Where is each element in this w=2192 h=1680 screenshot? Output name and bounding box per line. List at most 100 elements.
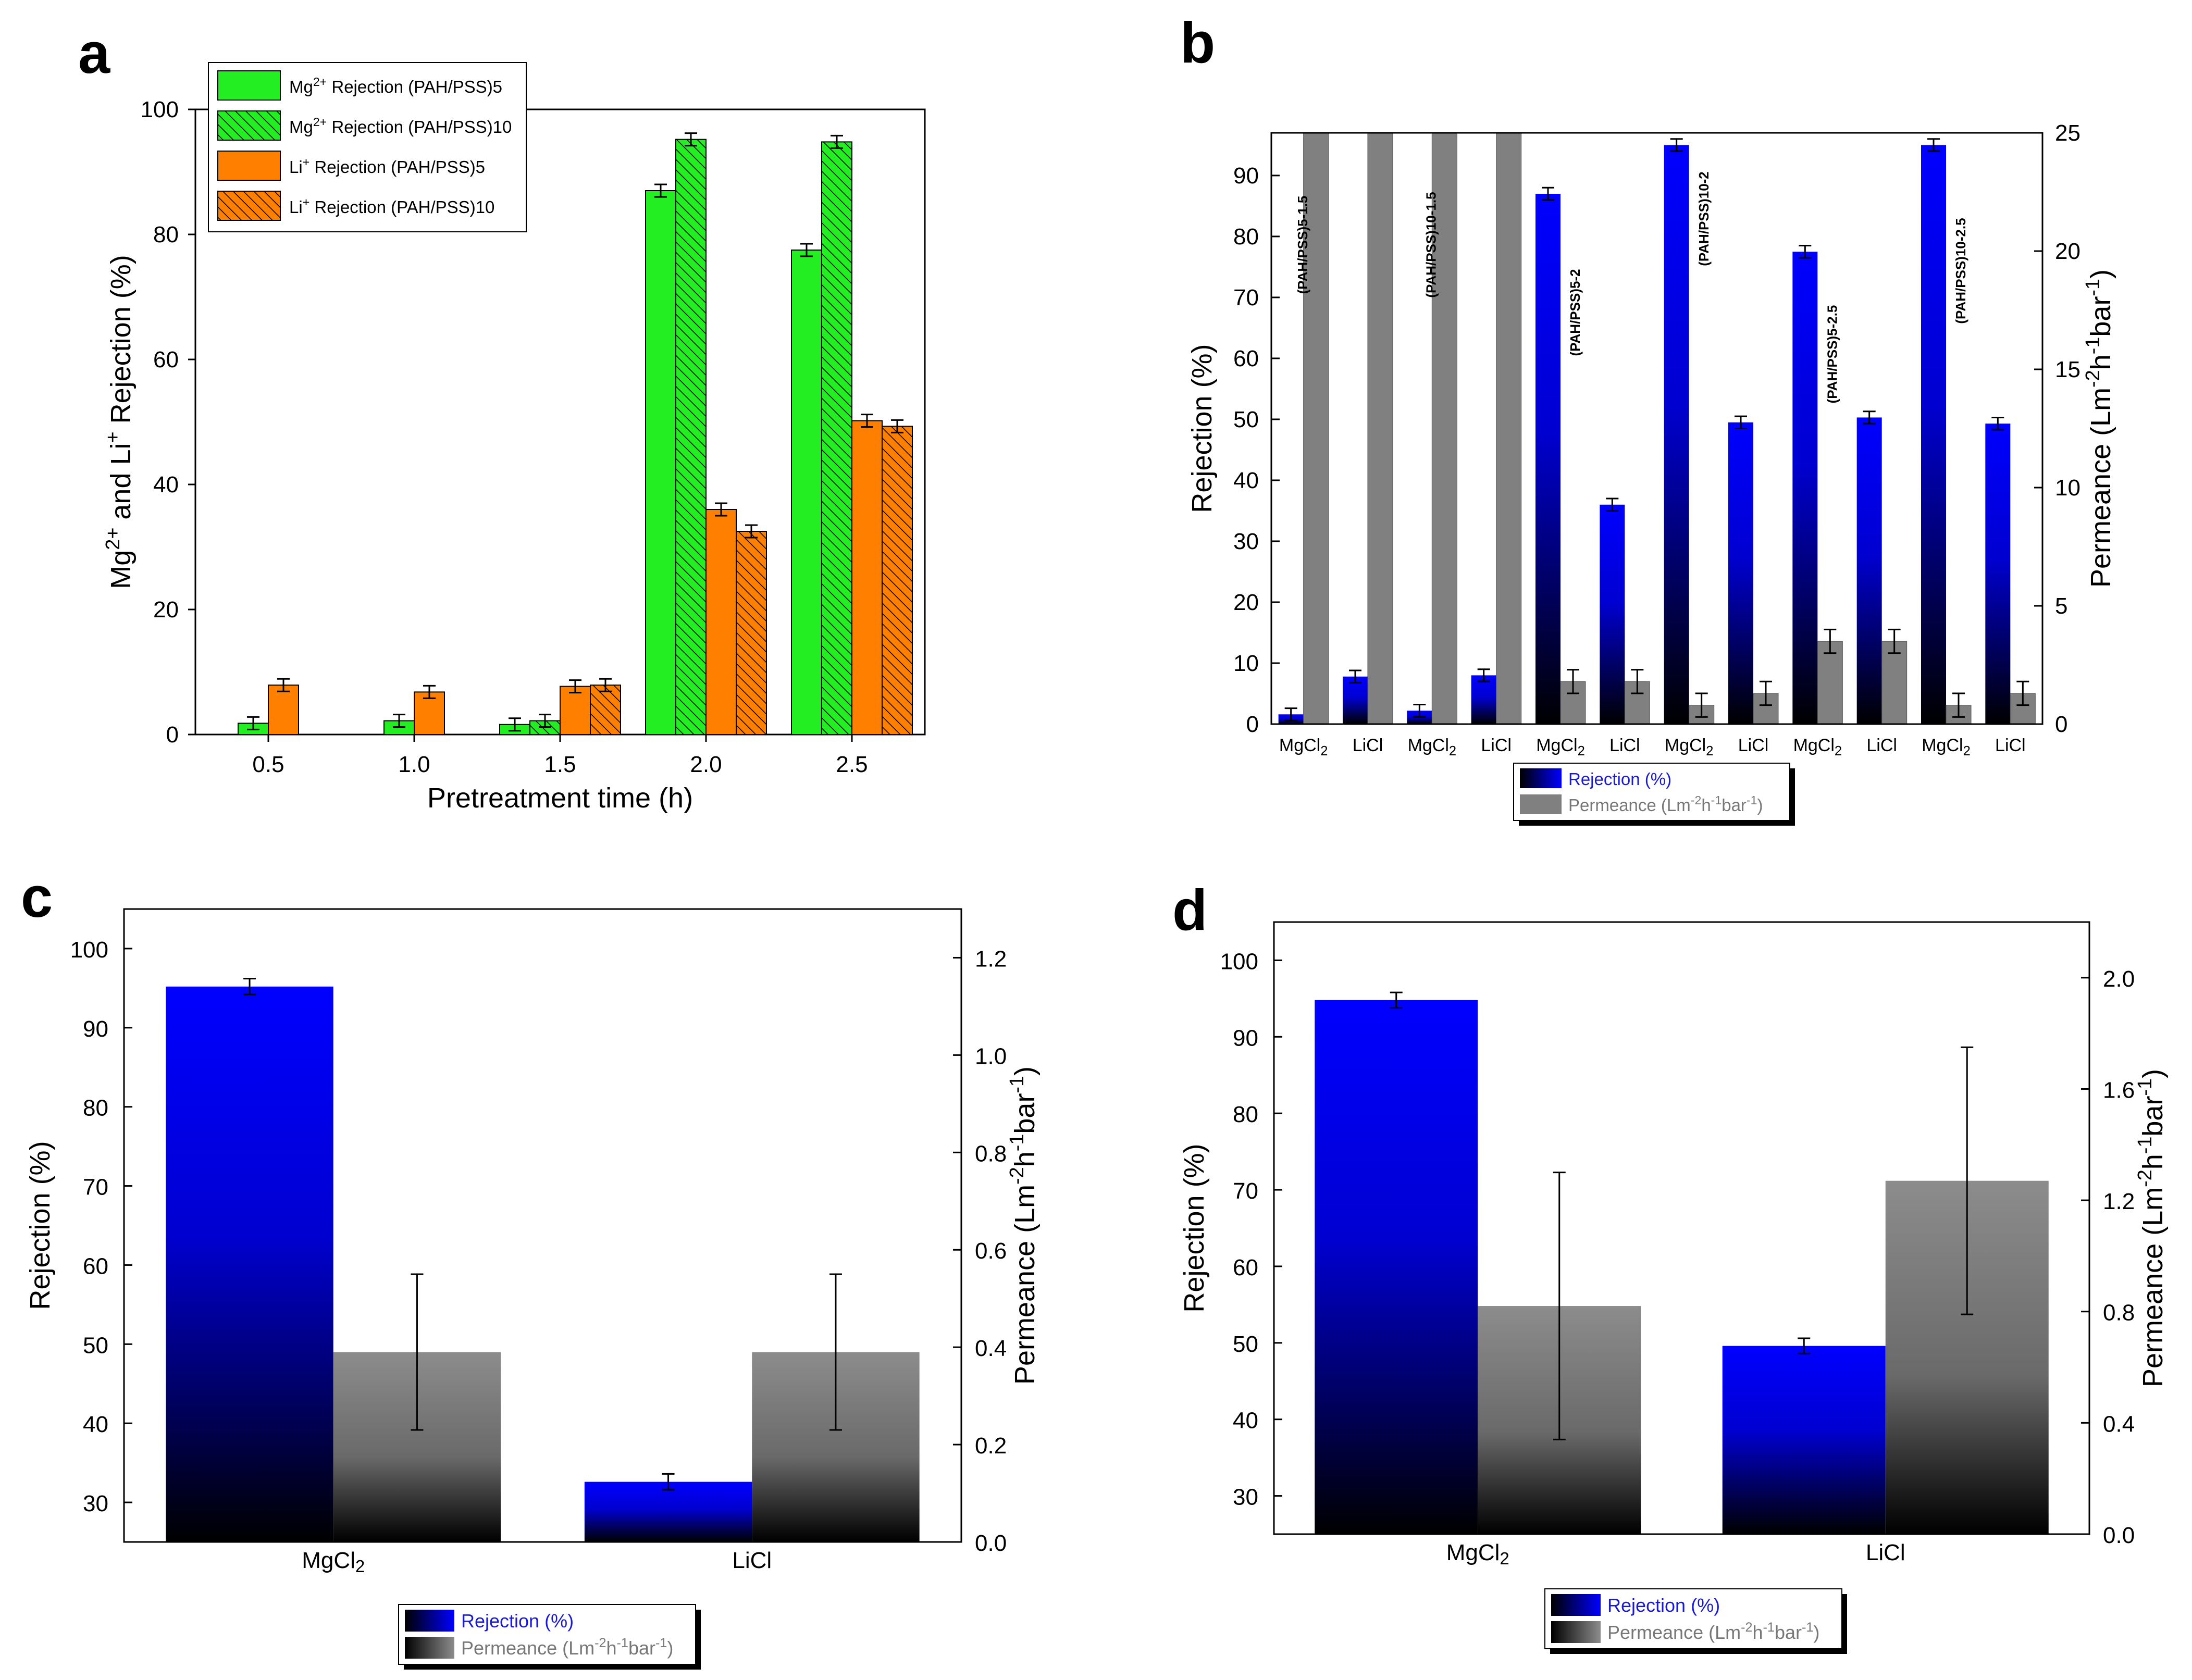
panel-a-bar-s2-1.5: [560, 686, 591, 735]
panel-d-y2tick-label: 1.6: [2103, 1077, 2135, 1103]
panel-a-xlabel: Pretreatment time (h): [427, 782, 693, 814]
panel-d-y2tick-label: 0.0: [2103, 1523, 2135, 1548]
panel-d-legend-label-permeance: Permeance (Lm-2h-1bar-1): [1607, 1620, 1819, 1643]
panel-d-ytick-label: 30: [1233, 1485, 1258, 1510]
panel-c-y2label: Permeance (Lm-2h-1bar-1): [1006, 1066, 1041, 1385]
panel-d-legend-swatch-permeance: [1551, 1621, 1601, 1643]
panel-b-rejection-bar-9: [1856, 417, 1882, 724]
panel-d-y2label: Permeance (Lm-2h-1bar-1): [2134, 1069, 2169, 1387]
panel-d-ytick-label: 60: [1233, 1255, 1258, 1280]
panel-a-xtick-label: 0.5: [252, 752, 284, 777]
panel-b-y2tick-label: 25: [2055, 120, 2080, 146]
panel-d-y2tick-label: 0.4: [2103, 1411, 2135, 1437]
panel-c-ytick-label: 80: [83, 1096, 108, 1121]
panel-a-xtick-label: 2.0: [690, 752, 722, 777]
panel-d-rejection-bar-MgCl2: [1315, 1000, 1478, 1534]
panel-b-y2tick-label: 15: [2055, 357, 2080, 382]
panel-b-letter: b: [1180, 11, 1215, 75]
panel-b-ytick-label: 20: [1233, 590, 1259, 615]
panel-b-ytick-label: 60: [1233, 346, 1259, 371]
panel-b-xtick-label-4: MgCl2: [1536, 736, 1585, 758]
panel-b-ylabel: Rejection (%): [1186, 344, 1218, 513]
panel-d-ytick-label: 50: [1233, 1331, 1258, 1357]
panel-c-ytick-label: 40: [83, 1412, 108, 1437]
panel-b-chart: 0 10 20 30 40 50 60 70 80 90 0 5 10 15 20 25 MgCl2 LiCl Mg…: [1186, 120, 2116, 826]
panel-c-chart: 30 40 50 60 70 80 90 100 0.0 0.2 0.4 0.6 0.8 1.0 1.2 Mg…: [24, 908, 1041, 1670]
panel-a-ytick-label: 0: [166, 722, 179, 748]
panel-c-legend-label-rejection: Rejection (%): [461, 1610, 574, 1632]
panel-b-legend-swatch-permeance: [1520, 794, 1562, 814]
panel-a-legend-label-2: Li+ Rejection (PAH/PSS)5: [289, 155, 485, 177]
panel-b-xtick-label-1: LiCl: [1353, 736, 1383, 755]
panel-b-xtick-label-5: LiCl: [1609, 736, 1640, 755]
panel-a-bar-s2-2.5: [851, 420, 883, 735]
panel-d-legend-swatch-rejection: [1551, 1594, 1601, 1616]
panel-b-ytick-label: 70: [1233, 285, 1259, 310]
panel-c-rejection-bar-MgCl2: [166, 986, 333, 1542]
panel-c-ytick-label: 100: [70, 937, 108, 963]
panel-b-rejection-bar-10: [1921, 145, 1946, 724]
panel-c-rejection-bar-LiCl: [584, 1482, 752, 1542]
panel-a-legend-label-3: Li+ Rejection (PAH/PSS)10: [289, 195, 494, 217]
panel-b-rejection-bar-1: [1343, 676, 1368, 724]
panel-b-ytick-label: 80: [1233, 224, 1259, 250]
panel-d-y2tick-label: 2.0: [2103, 966, 2135, 992]
panel-b-y2tick-label: 5: [2055, 593, 2067, 619]
panel-a-letter: a: [78, 21, 110, 85]
panel-d-rejection-bar-LiCl: [1722, 1346, 1886, 1534]
panel-d-xtick-label-LiCl: LiCl: [1866, 1540, 1905, 1565]
panel-b-group-label-2: (PAH/PSS)5-2: [1567, 269, 1583, 356]
panel-b-group-label-5: (PAH/PSS)10-2.5: [1953, 218, 1968, 323]
panel-a-bar-s1-2.0: [675, 139, 707, 736]
panel-a-legend-swatch-2: [217, 151, 281, 181]
panel-b-rejection-bar-11: [1985, 424, 2011, 724]
panel-b-y2tick-label: 0: [2055, 712, 2067, 737]
panel-b-group-label-0: (PAH/PSS)5-1.5: [1295, 196, 1310, 294]
panel-b-rejection-bar-7: [1728, 422, 1753, 724]
panel-c-ytick-label: 70: [83, 1175, 108, 1200]
panel-c-y2tick-label: 1.0: [975, 1043, 1007, 1069]
panel-b-ytick-label: 40: [1233, 468, 1259, 493]
panel-d-letter: d: [1172, 878, 1207, 942]
panel-a-ytick-label: 20: [153, 597, 179, 623]
panel-a-bar-s2-0.5: [268, 685, 299, 735]
panel-c-y2tick-label: 0.4: [975, 1336, 1007, 1361]
panel-c-legend-swatch-permeance: [405, 1637, 454, 1659]
panel-c-y2tick-label: 0.0: [975, 1530, 1007, 1556]
panel-b-plot-frame: [1270, 132, 2044, 725]
panel-b-ytick-label: 50: [1233, 407, 1259, 432]
panel-d-xtick-label-MgCl2: MgCl2: [1446, 1540, 1509, 1568]
panel-b-rejection-bar-6: [1664, 145, 1689, 724]
panel-b-group-label-1: (PAH/PSS)10-1.5: [1423, 192, 1439, 297]
panel-c-legend-swatch-rejection: [405, 1610, 454, 1632]
panel-b-permeance-bar-3: [1496, 132, 1522, 725]
panel-a-xtick-label: 1.5: [544, 752, 576, 777]
panel-b-rejection-bar-5: [1600, 504, 1625, 724]
panel-b-y2label: Permeance (Lm-2h-1bar-1): [2082, 269, 2116, 588]
panel-d-ytick-label: 90: [1233, 1025, 1258, 1051]
panel-b-legend-swatch-rejection: [1520, 768, 1562, 788]
panel-a-chart: 0 20 40 60 80 100 0.5 1.0 1.5 2.0 2.5 Pretreatment …: [102, 62, 926, 814]
panel-b-xtick-label-7: LiCl: [1738, 736, 1769, 755]
panel-a-bar-s3-2.0: [736, 531, 767, 735]
panel-b-group-label-3: (PAH/PSS)10-2: [1696, 171, 1712, 266]
panel-b-permeance-bar-0: [1303, 132, 1329, 725]
panel-b-ytick-label: 10: [1233, 651, 1259, 676]
panel-b-group-label-4: (PAH/PSS)5-2.5: [1824, 305, 1840, 404]
panel-b-rejection-bar-3: [1471, 675, 1496, 724]
panel-c-y2tick-label: 1.2: [975, 946, 1007, 972]
panel-a-legend-label-0: Mg2+ Rejection (PAH/PSS)5: [289, 75, 502, 96]
panel-a-ytick-label: 60: [153, 347, 179, 372]
panel-d-ytick-label: 40: [1233, 1408, 1258, 1434]
panel-b-permeance-bar-1: [1367, 132, 1393, 725]
panel-b-xtick-label-10: MgCl2: [1922, 736, 1971, 758]
panel-a-ytick-label: 40: [153, 472, 179, 497]
panel-d-y2tick-label: 1.2: [2103, 1189, 2135, 1214]
panel-a-xtick-label: 1.0: [398, 752, 430, 777]
panel-d-ytick-label: 70: [1233, 1178, 1258, 1204]
panel-b-permeance-bar-8: [1817, 641, 1843, 725]
panel-a-ytick-label: 80: [153, 222, 179, 247]
panel-a-xtick-label: 2.5: [836, 752, 868, 777]
panel-b-xtick-label-6: MgCl2: [1665, 736, 1714, 758]
